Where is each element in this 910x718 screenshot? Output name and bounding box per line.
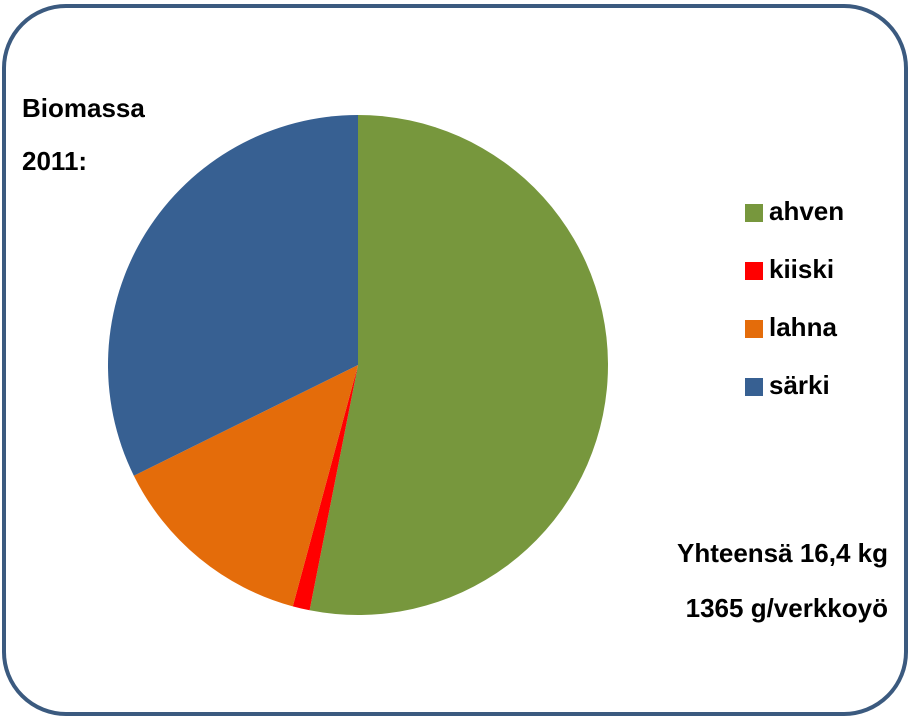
annotation: 1365 g/verkkoyö <box>686 593 888 623</box>
pie-slice <box>107 115 358 476</box>
legend-swatch <box>745 262 763 280</box>
legend-label: särki <box>769 370 830 400</box>
legend-swatch <box>745 320 763 338</box>
pie-slice <box>309 115 608 615</box>
title-line: Biomassa <box>22 93 145 123</box>
legend-label: kiiski <box>769 254 834 284</box>
legend-swatch <box>745 204 763 222</box>
annotation: Yhteensä 16,4 kg <box>677 538 888 568</box>
legend-label: ahven <box>769 196 844 226</box>
pie-slice <box>133 365 358 607</box>
legend-label: lahna <box>769 312 837 342</box>
title-line: 2011: <box>22 146 87 176</box>
pie-slice <box>292 365 358 611</box>
legend-swatch <box>745 378 763 396</box>
